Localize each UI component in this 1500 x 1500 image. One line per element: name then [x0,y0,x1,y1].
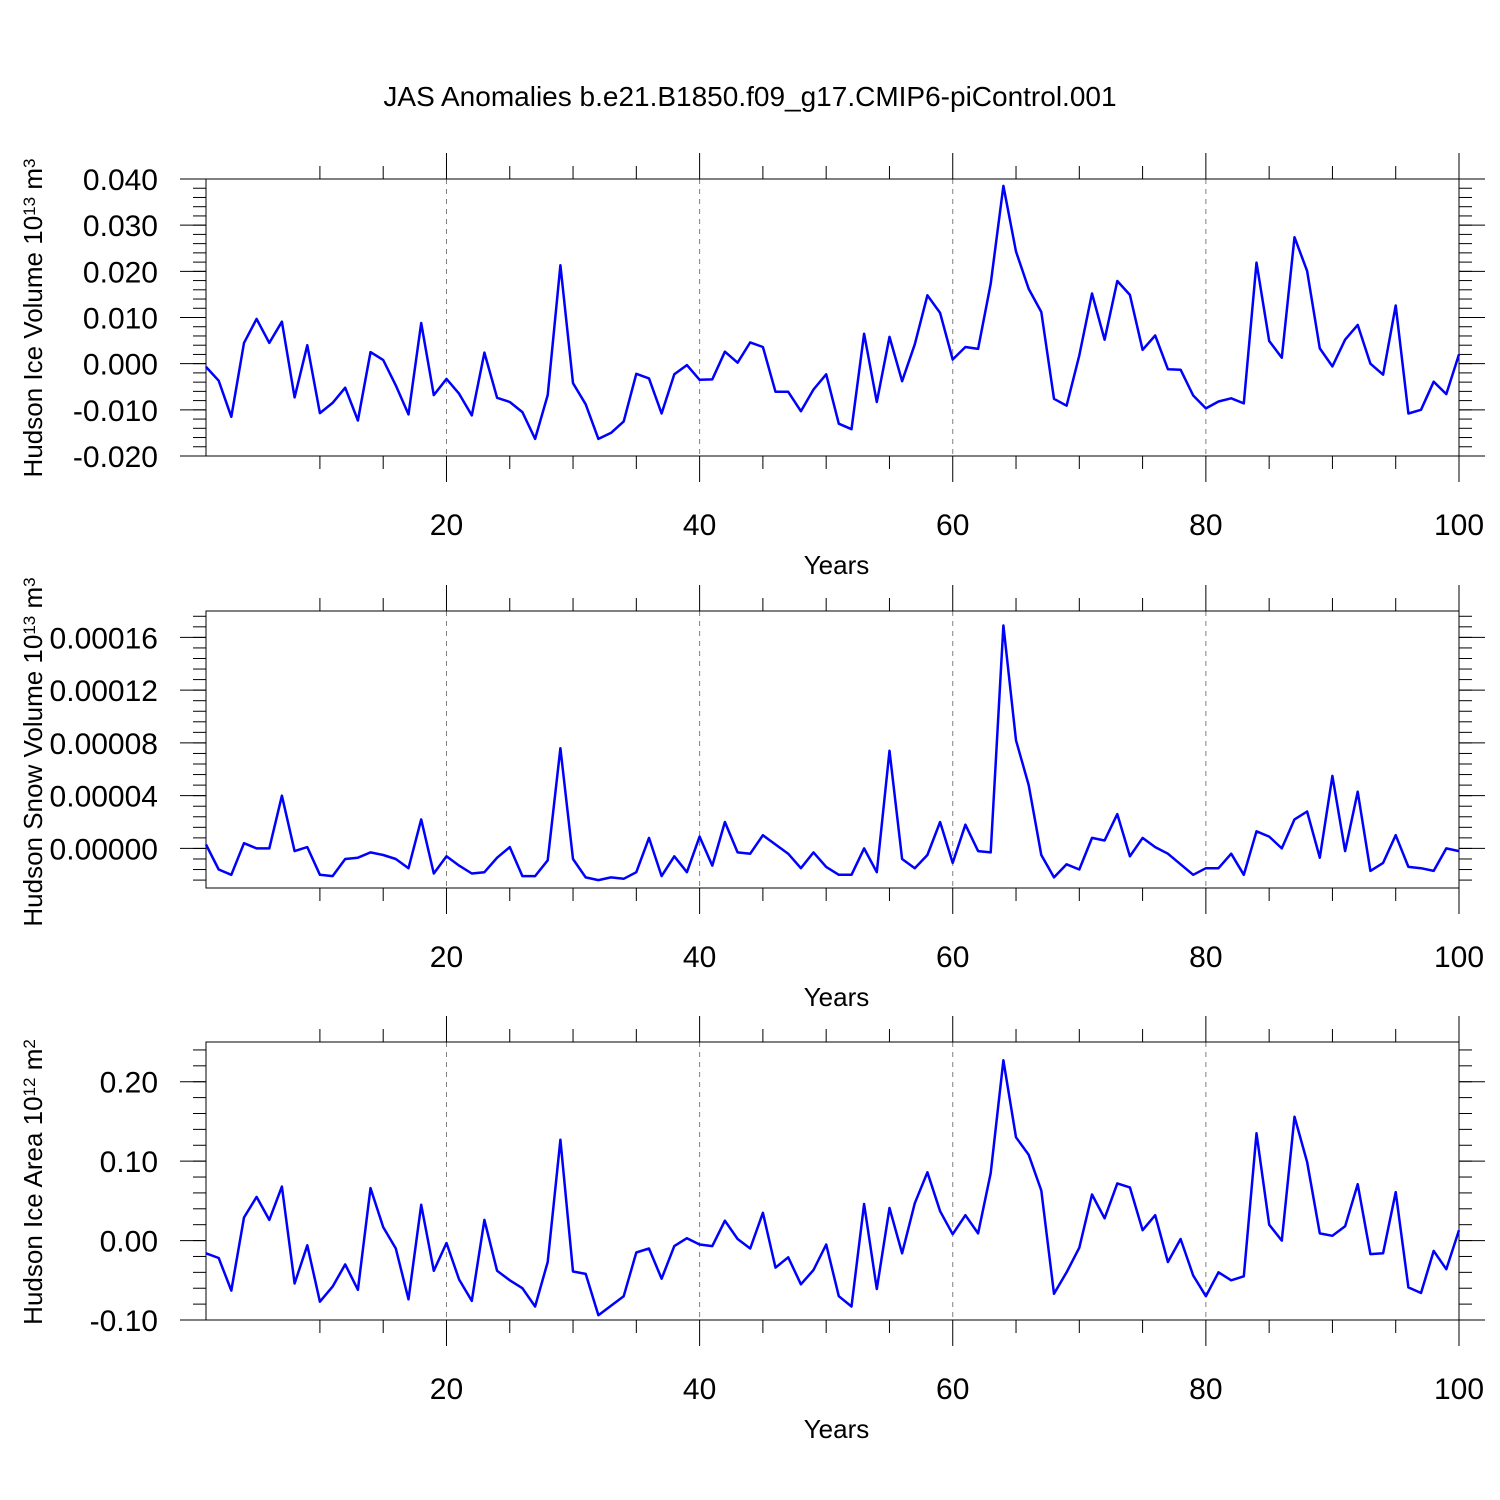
y-tick-label: 0.00016 [50,622,158,655]
x-tick-label: 20 [430,941,463,974]
plot-frame [205,1041,1460,1321]
x-tick-label: 60 [936,941,969,974]
y-tick-label: 0.000 [83,349,158,382]
y-tick-label: 0.00000 [50,833,158,866]
panel-3: 20 40 60 80 100 -0.10 0.00 0.10 0.20 Years Hudson … [18,1016,1485,1444]
y-tick-label: 0.020 [83,256,158,289]
y-tick-label: 0.00004 [50,781,158,814]
plot-frame [205,610,1460,889]
chart-title: JAS Anomalies b.e21.B1850.f09_g17.CMIP6-… [383,81,1116,112]
y-tick-label: -0.020 [73,441,158,474]
series-line-2 [204,624,1460,882]
x-tick-label: 80 [1189,509,1222,542]
panel-2: 20 40 60 80 100 0.00000 0.00004 0.00008 0.00012 0… [18,577,1485,1012]
x-tick-label: 40 [683,941,716,974]
y-tick-label: 0.00012 [50,675,158,708]
x-tick-label: 80 [1189,1373,1222,1406]
x-tick-label: 40 [683,509,716,542]
x-tick-label: 60 [936,1373,969,1406]
y-tick-label: 0.030 [83,210,158,243]
y-tick-label: -0.10 [90,1305,158,1338]
y-tick-label: 0.00008 [50,728,158,761]
y-tick-label: 0.00 [100,1226,158,1259]
x-axis-label: Years [804,982,870,1012]
y-tick-label: -0.010 [73,395,158,428]
x-axis-label: Years [804,550,870,580]
x-tick-label: 100 [1434,509,1484,542]
y-tick-label: 0.10 [100,1146,158,1179]
y-axis-label: Hudson Ice Volume 1013 m3 [18,159,48,478]
x-tick-label: 80 [1189,941,1222,974]
x-tick-label: 40 [683,1373,716,1406]
panel-1: 20 40 60 80 100 -0.020 -0.010 0.000 0.010 0.020 0.… [18,153,1485,580]
series-line-3 [205,1059,1461,1317]
x-tick-label: 20 [430,509,463,542]
y-tick-label: 0.20 [100,1067,158,1100]
x-tick-label: 60 [936,509,969,542]
panels: 20 40 60 80 100 -0.020 -0.010 0.000 0.010 0.020 0.… [18,153,1485,1444]
x-tick-label: 20 [430,1373,463,1406]
x-tick-label: 100 [1434,1373,1484,1406]
y-axis-label: Hudson Ice Area 1012 m2 [18,1039,48,1325]
x-tick-label: 100 [1434,941,1484,974]
y-axis-label: Hudson Snow Volume 1013 m3 [18,577,48,926]
y-tick-label: 0.040 [83,164,158,197]
series-line-1 [205,184,1461,441]
y-tick-label: 0.010 [83,303,158,336]
x-axis-label: Years [804,1414,870,1444]
